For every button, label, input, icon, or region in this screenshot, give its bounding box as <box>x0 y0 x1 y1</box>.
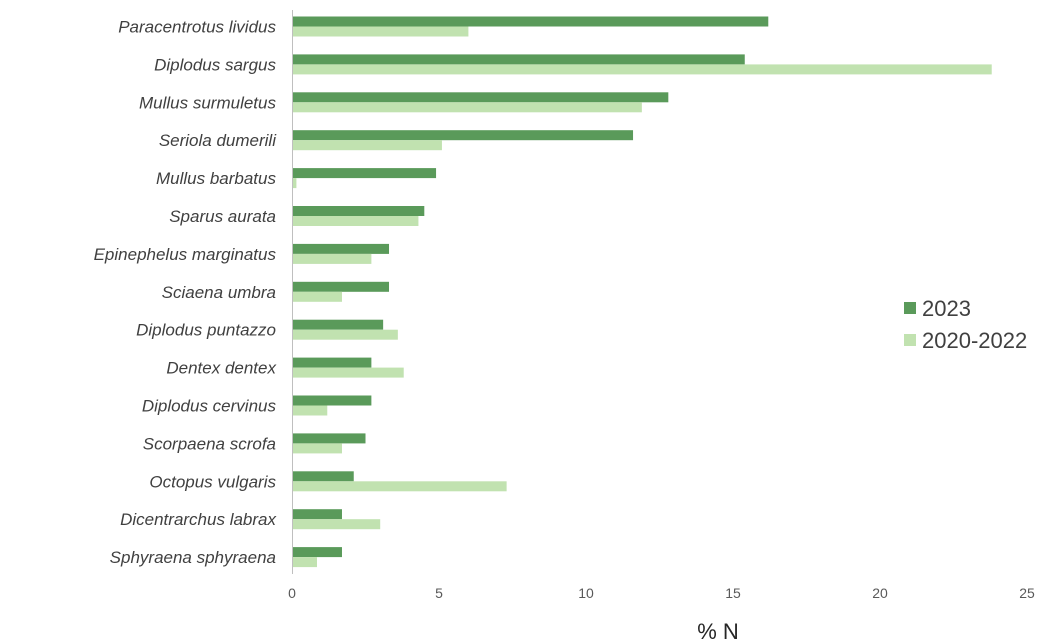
bar-2020-2022-diplodus-cervinus <box>292 405 328 416</box>
category-label-sphyraena-sphyraena: Sphyraena sphyraena <box>110 548 276 567</box>
bar-2023-dentex-dentex <box>292 357 372 368</box>
category-label-diplodus-sargus: Diplodus sargus <box>154 55 276 74</box>
bar-2020-2022-diplodus-sargus <box>292 64 992 75</box>
bar-2020-2022-mullus-barbatus <box>292 178 297 189</box>
x-tick-label: 5 <box>435 585 443 601</box>
category-label-octopus-vulgaris: Octopus vulgaris <box>149 472 276 491</box>
bar-2020-2022-scorpaena-scrofa <box>292 443 342 454</box>
bars <box>292 16 992 568</box>
bar-2020-2022-sphyraena-sphyraena <box>292 557 317 568</box>
category-label-dicentrarchus-labrax: Dicentrarchus labrax <box>120 510 276 529</box>
x-tick-labels: 0 5 10 15 20 25 <box>288 585 1035 601</box>
bar-2020-2022-mullus-surmuletus <box>292 102 642 113</box>
bar-2023-epinephelus-marginatus <box>292 243 390 254</box>
bar-2020-2022-sparus-aurata <box>292 216 419 226</box>
x-tick-label: 25 <box>1019 585 1035 601</box>
bar-2023-sparus-aurata <box>292 206 425 216</box>
category-label-sciaena-umbra: Sciaena umbra <box>162 283 276 302</box>
category-label-paracentrotus-lividus: Paracentrotus lividus <box>118 18 276 37</box>
category-label-sparus-aurata: Sparus aurata <box>169 207 276 226</box>
x-tick-label: 15 <box>725 585 741 601</box>
bar-2023-sciaena-umbra <box>292 281 390 292</box>
bar-2023-scorpaena-scrofa <box>292 433 366 444</box>
bar-2020-2022-epinephelus-marginatus <box>292 253 372 264</box>
bar-2020-2022-diplodus-puntazzo <box>292 329 398 340</box>
category-label-dentex-dentex: Dentex dentex <box>166 359 276 378</box>
legend: 2023 2020-2022 <box>904 296 1027 353</box>
bar-2020-2022-dicentrarchus-labrax <box>292 519 381 530</box>
legend-swatch-2023 <box>904 302 916 314</box>
bar-2023-mullus-surmuletus <box>292 92 669 103</box>
x-tick-label: 20 <box>872 585 888 601</box>
bar-2020-2022-sciaena-umbra <box>292 291 342 302</box>
x-tick-label: 10 <box>578 585 594 601</box>
bar-2020-2022-octopus-vulgaris <box>292 481 507 492</box>
category-label-diplodus-cervinus: Diplodus cervinus <box>142 397 277 416</box>
bar-2023-diplodus-puntazzo <box>292 319 384 330</box>
legend-label-2020-2022: 2020-2022 <box>922 328 1027 353</box>
legend-swatch-2020-2022 <box>904 334 916 346</box>
bar-2020-2022-dentex-dentex <box>292 367 404 378</box>
bar-2023-seriola-dumerili <box>292 130 634 141</box>
category-label-epinephelus-marginatus: Epinephelus marginatus <box>94 245 277 264</box>
bar-2023-diplodus-cervinus <box>292 395 372 406</box>
bar-2023-octopus-vulgaris <box>292 471 354 482</box>
category-label-seriola-dumerili: Seriola dumerili <box>159 131 277 150</box>
bar-2023-sphyraena-sphyraena <box>292 547 342 558</box>
x-axis-label: % N <box>697 619 739 643</box>
bar-2023-paracentrotus-lividus <box>292 16 769 27</box>
category-label-mullus-surmuletus: Mullus surmuletus <box>139 93 276 112</box>
category-label-diplodus-puntazzo: Diplodus puntazzo <box>136 321 276 340</box>
bar-2023-diplodus-sargus <box>292 54 745 65</box>
bar-2020-2022-paracentrotus-lividus <box>292 26 469 37</box>
x-tick-label: 0 <box>288 585 296 601</box>
bar-2023-dicentrarchus-labrax <box>292 509 342 520</box>
bar-2020-2022-seriola-dumerili <box>292 140 442 151</box>
legend-label-2023: 2023 <box>922 296 971 321</box>
category-labels: Paracentrotus lividus Diplodus sargus Mull… <box>94 18 278 568</box>
bar-2023-mullus-barbatus <box>292 168 437 179</box>
category-label-scorpaena-scrofa: Scorpaena scrofa <box>143 434 276 453</box>
category-label-mullus-barbatus: Mullus barbatus <box>156 169 277 188</box>
